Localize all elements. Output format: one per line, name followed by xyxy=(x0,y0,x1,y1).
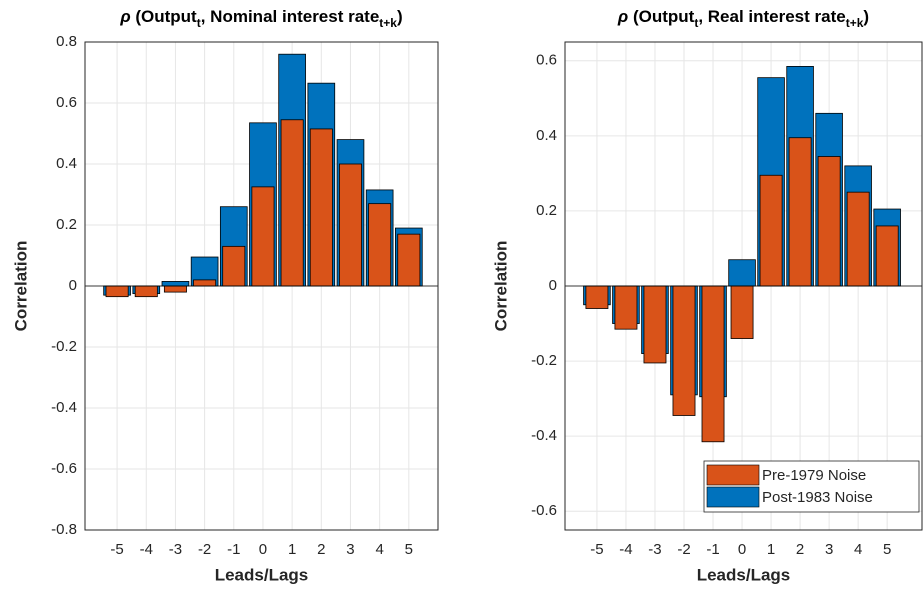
x-tick-label: 1 xyxy=(288,541,296,558)
y-tick-label: 0.6 xyxy=(56,94,77,111)
bar xyxy=(643,285,667,364)
bar xyxy=(817,156,841,287)
bar xyxy=(338,163,362,287)
bar xyxy=(875,225,899,287)
x-tick-label: 4 xyxy=(375,541,383,558)
y-tick-label: -0.4 xyxy=(531,427,557,444)
bar xyxy=(701,285,725,443)
title-part: ) xyxy=(863,7,869,26)
x-tick-label: 3 xyxy=(825,541,833,558)
bar xyxy=(672,285,696,416)
chart: -0.6 -0.4 -0.2 0 0.2 0.4 0.6 -5 -4 -3 -2 -1 0 1 2 3 4 5 ρ … xyxy=(491,7,923,584)
bar xyxy=(730,285,754,339)
bar xyxy=(222,245,246,287)
bar xyxy=(788,137,812,287)
x-tick-label: -1 xyxy=(706,541,719,558)
x-tick-label: 3 xyxy=(346,541,354,558)
bar xyxy=(846,191,870,287)
y-tick-label: -0.6 xyxy=(51,460,77,477)
y-tick-label: 0 xyxy=(549,277,557,294)
title-part: t+k xyxy=(379,16,397,30)
legend-label: Pre-1979 Noise xyxy=(762,467,866,484)
bar xyxy=(105,285,129,298)
y-tick-label: 0.4 xyxy=(56,155,77,172)
x-tick-label: -4 xyxy=(619,541,632,558)
x-tick-label: 1 xyxy=(767,541,775,558)
y-tick-label: 0.8 xyxy=(56,33,77,50)
bar xyxy=(309,128,333,287)
x-tick-label: 5 xyxy=(883,541,891,558)
bar xyxy=(728,259,756,287)
title-part: (Output xyxy=(628,7,694,26)
chart-title: ρ (Outputt, Real interest ratet+k) xyxy=(617,7,869,30)
x-axis-label: Leads/Lags xyxy=(215,565,309,584)
bar xyxy=(161,281,190,287)
bar xyxy=(397,233,421,287)
x-tick-label: -5 xyxy=(590,541,603,558)
title-part: t xyxy=(694,16,698,30)
bar xyxy=(193,279,217,287)
y-tick-label: 0.2 xyxy=(56,216,77,233)
chart-title: ρ (Outputt, Nominal interest ratet+k) xyxy=(119,7,402,30)
bar xyxy=(759,174,783,287)
y-axis-label: Correlation xyxy=(491,241,510,332)
legend-swatch xyxy=(706,464,760,486)
x-tick-label: 4 xyxy=(854,541,862,558)
x-tick-label: 0 xyxy=(738,541,746,558)
x-tick-label: -4 xyxy=(140,541,153,558)
title-part: ρ xyxy=(119,7,130,26)
title-part: t xyxy=(197,16,201,30)
title-part: t+k xyxy=(846,16,864,30)
x-tick-label: 0 xyxy=(259,541,267,558)
bar xyxy=(585,285,609,309)
x-tick-label: -2 xyxy=(677,541,690,558)
bar xyxy=(280,119,304,287)
y-tick-label: -0.8 xyxy=(51,521,77,538)
title-part: , Nominal interest rate xyxy=(201,7,380,26)
axes-box xyxy=(84,41,439,531)
x-tick-label: -5 xyxy=(110,541,123,558)
x-tick-label: 5 xyxy=(405,541,413,558)
x-tick-label: -1 xyxy=(227,541,240,558)
chart: -0.8 -0.6 -0.4 -0.2 0 0.2 0.4 0.6 0.8 -5 -4 -3 -2 -1 0… xyxy=(11,7,439,584)
y-tick-label: -0.2 xyxy=(51,338,77,355)
y-tick-label: 0 xyxy=(69,277,77,294)
bar xyxy=(251,186,275,287)
y-axis-label: Correlation xyxy=(11,241,30,332)
bar xyxy=(614,285,638,330)
title-part: ) xyxy=(397,7,403,26)
x-tick-label: 2 xyxy=(317,541,325,558)
y-tick-label: -0.6 xyxy=(531,502,557,519)
y-tick-label: 0.2 xyxy=(536,202,557,219)
y-tick-label: -0.4 xyxy=(51,399,77,416)
title-part: , Real interest rate xyxy=(698,7,845,26)
bar xyxy=(163,285,187,293)
legend-label: Post-1983 Noise xyxy=(762,489,873,506)
legend-swatch xyxy=(706,486,760,508)
x-tick-label: -3 xyxy=(169,541,182,558)
y-tick-label: 0.6 xyxy=(536,52,557,69)
x-tick-label: 2 xyxy=(796,541,804,558)
title-part: ρ xyxy=(617,7,628,26)
x-tick-label: -2 xyxy=(198,541,211,558)
y-tick-label: 0.4 xyxy=(536,127,557,144)
axes-box xyxy=(564,41,923,531)
bar xyxy=(368,203,392,287)
x-axis-label: Leads/Lags xyxy=(697,565,791,584)
y-tick-label: -0.2 xyxy=(531,352,557,369)
bar xyxy=(134,285,158,298)
x-tick-label: -3 xyxy=(648,541,661,558)
title-part: (Output xyxy=(131,7,197,26)
